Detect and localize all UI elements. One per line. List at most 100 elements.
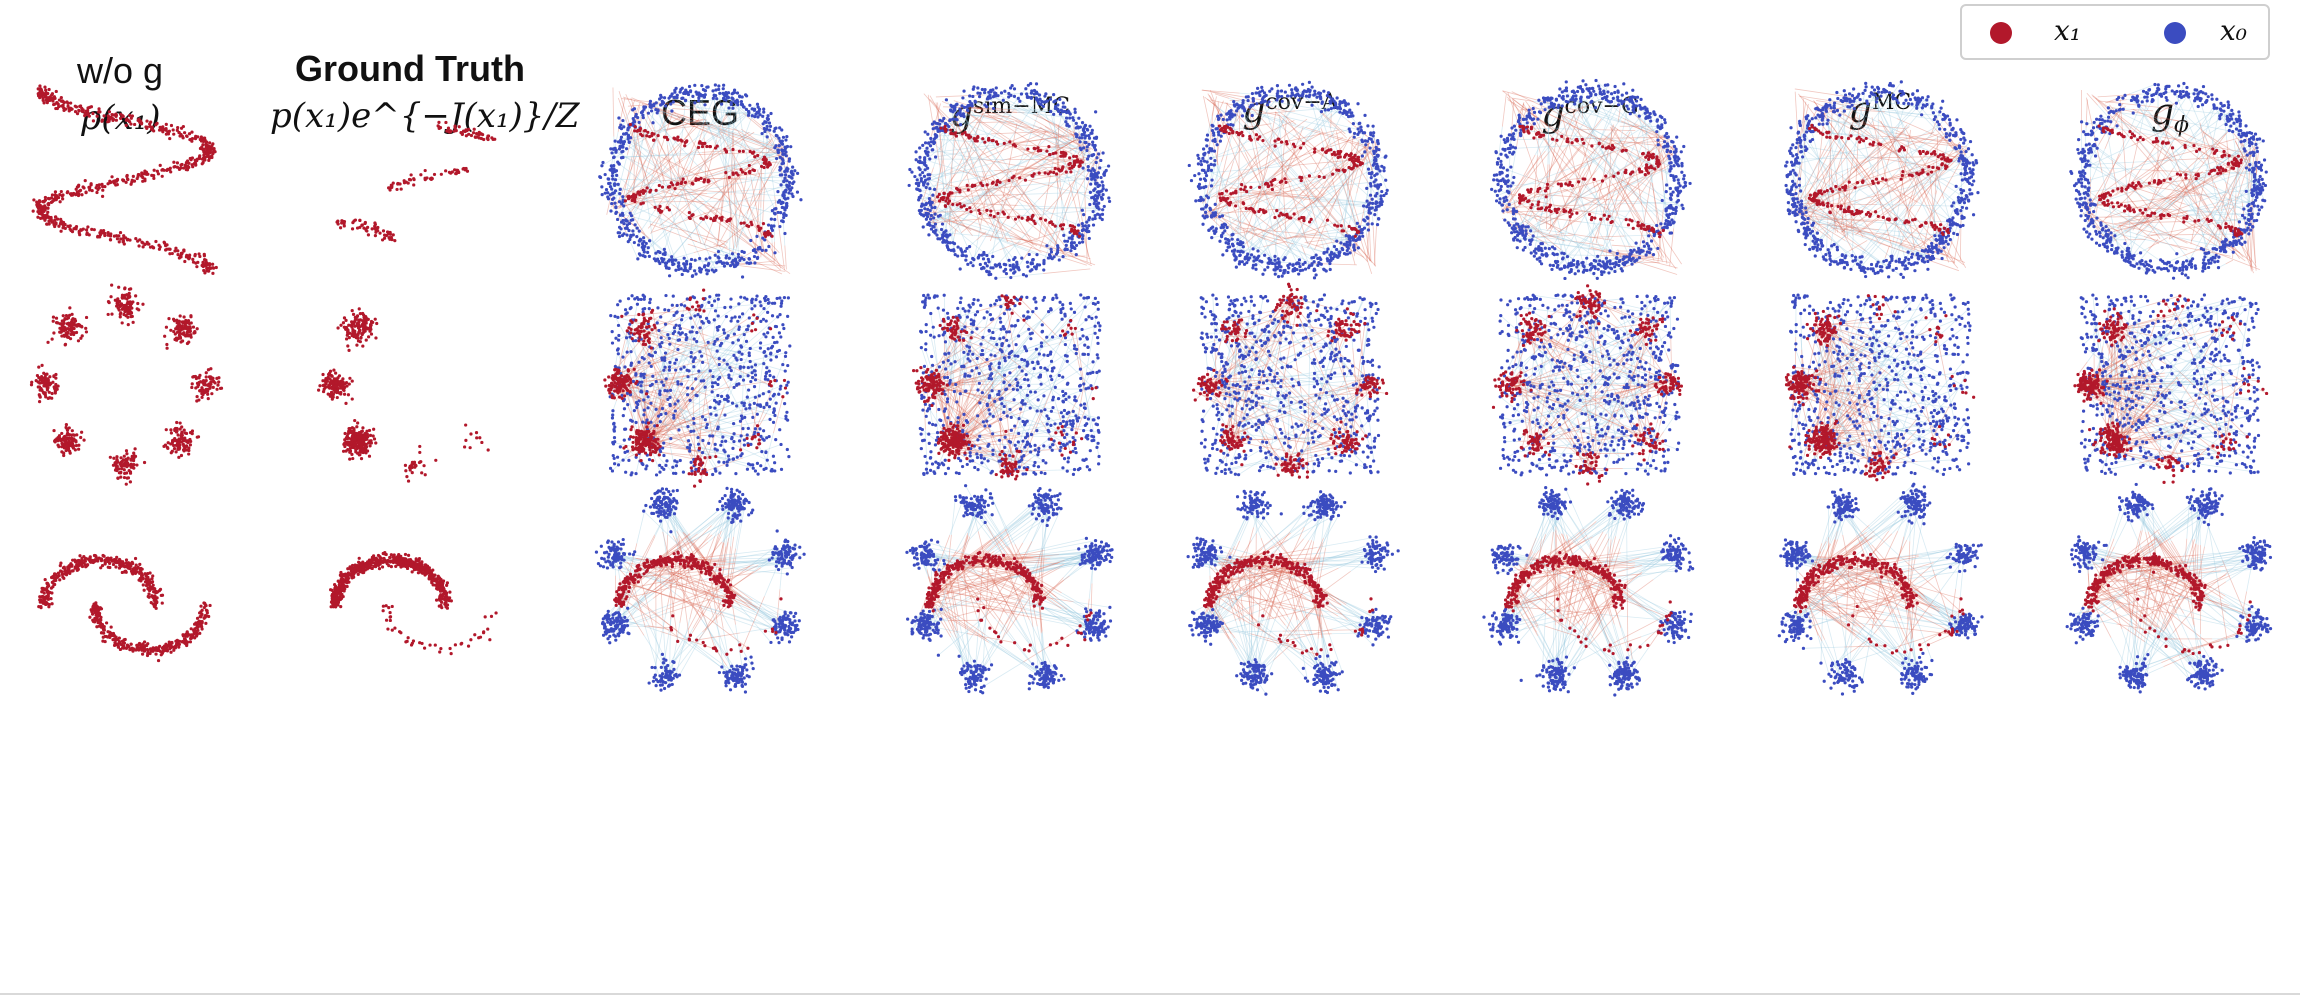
x1-point [645,186,649,190]
x1-point [969,210,973,214]
x0-point [1081,224,1085,228]
x0-point [1087,236,1091,241]
flow-trajectory [1280,119,1287,189]
x0-point [1093,193,1098,198]
x1-point [31,209,35,213]
x1-point [32,198,36,202]
x0-point [1107,196,1111,200]
x0-point [689,257,694,262]
x0-point [720,102,724,106]
x0-point [1004,272,1009,276]
x0-point [1238,260,1242,264]
flow-trajectory [1595,153,1684,209]
x1-point [469,133,474,138]
x0-point [985,253,989,258]
flow-trajectory [1353,136,1365,148]
flow-trajectory [933,231,986,237]
x0-point [1230,112,1234,116]
flow-trajectory [1222,189,1299,199]
x1-point [720,218,724,222]
x1-point [444,169,448,173]
x1-point [676,182,680,186]
flow-trajectory [1571,224,1584,263]
flow-trajectory [619,163,660,203]
flow-trajectory [1301,244,1306,256]
x0-point [1357,122,1361,126]
x1-point [183,259,187,264]
x0-point [1199,162,1203,167]
x0-point [629,235,633,239]
x0-point [1496,157,1501,161]
x1-point [447,130,451,134]
x0-point [1342,251,1347,256]
x1-point [1062,154,1066,158]
flow-trajectory [1234,191,1303,198]
x0-point [1238,253,1242,257]
x0-point [962,114,966,119]
x0-point [631,218,635,222]
x0-point [928,186,932,191]
x1-point [381,229,386,233]
x1-point [1227,131,1231,136]
flow-trajectory [1053,114,1057,143]
x0-point [607,177,611,181]
x0-point [1092,136,1097,140]
x0-point [755,110,759,114]
flow-trajectory [1583,99,1619,144]
flow-trajectory [1014,259,1024,273]
flow-trajectory [1547,100,1550,165]
flow-trajectory [938,215,1015,238]
x0-point [1251,266,1255,270]
x0-point [636,257,640,261]
flow-trajectory [990,103,1012,117]
x0-point [600,185,604,189]
x0-point [1375,172,1379,176]
x1-point [949,131,953,136]
x1-point [61,99,65,104]
x1-point [202,150,206,154]
x0-point [668,94,673,99]
x0-point [1234,265,1238,269]
flow-trajectory [943,185,1016,195]
x0-point [642,239,646,244]
flow-trajectory [1510,144,1588,149]
x1-point [1043,218,1048,222]
x0-point [958,267,962,271]
flow-trajectory [1223,214,1232,219]
flow-trajectory [1284,237,1338,258]
x0-point [1074,126,1078,130]
flow-trajectory [1605,192,1610,259]
x1-point [978,211,982,216]
flow-trajectory [935,122,985,185]
x0-point [1258,93,1262,98]
x0-point [1092,173,1097,177]
flow-trajectory [622,152,702,158]
x0-point [918,167,922,172]
x1-point [141,179,145,183]
flow-trajectory [717,170,726,244]
x0-point [1518,131,1523,135]
x0-point [1348,108,1352,112]
x0-point [1225,225,1229,230]
x0-point [780,200,784,204]
x0-point [694,272,698,276]
flow-trajectory [1514,175,1559,233]
flow-trajectory [1589,235,1625,238]
x0-point [687,84,692,89]
x0-point [622,222,626,226]
flow-trajectory [1329,199,1349,256]
flow-trajectory [1512,99,1521,114]
x0-point [1009,86,1013,90]
x0-point [1594,92,1598,97]
flow-trajectory [1212,91,1287,112]
x1-point [1240,130,1244,134]
x1-point [205,149,209,153]
x1-point [50,193,55,197]
x1-point [952,132,957,136]
flow-trajectory [1015,120,1054,139]
flow-trajectory [736,173,765,176]
x0-point [776,210,780,215]
x1-point [1052,170,1056,175]
x0-point [1356,246,1360,250]
x0-point [1037,93,1042,97]
